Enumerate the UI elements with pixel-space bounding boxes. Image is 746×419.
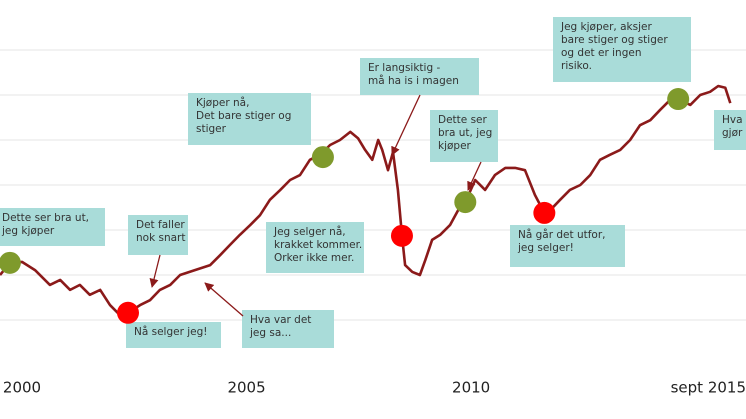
callout-box — [714, 110, 746, 150]
price-line — [0, 84, 732, 317]
callout-text: Hva — [722, 114, 743, 126]
arrows — [149, 94, 482, 317]
callout-text: bare stiger og stiger — [561, 34, 668, 46]
event-marker — [0, 251, 21, 274]
x-tick-label: 2000 — [3, 379, 41, 397]
callout-box — [242, 310, 334, 348]
callout-text: jeg kjøper — [1, 225, 55, 237]
arrow — [204, 282, 244, 317]
callout-text: Nå selger jeg! — [134, 325, 208, 338]
callout-box — [0, 208, 105, 246]
callout-text: Kjøper nå, — [196, 96, 249, 109]
event-marker — [533, 201, 556, 224]
callout-box — [266, 222, 364, 273]
callout-text: Jeg selger nå, — [273, 225, 346, 238]
callout-text: Nå går det utfor, — [518, 228, 606, 241]
arrow — [467, 161, 482, 191]
arrow — [149, 254, 161, 288]
callout-text: Hva var det — [250, 314, 311, 326]
plot: 2000 2005 2010 sept 2015 — [0, 84, 746, 397]
event-marker — [117, 301, 140, 324]
callout-box — [126, 322, 221, 348]
x-tick-label: 2010 — [452, 379, 490, 397]
annotations: Dette ser bra ut,jeg kjøper Det fallernok… — [0, 17, 746, 348]
callout-text: jeg sa... — [249, 327, 291, 339]
callout-text: bra ut, jeg — [438, 127, 492, 139]
callout-text: må ha is i magen — [368, 74, 459, 87]
callout-text: Orker ikke mer. — [274, 252, 354, 264]
callout-text: krakket kommer. — [274, 239, 362, 251]
callout-box — [128, 215, 188, 255]
callout-text: Jeg kjøper, aksjer — [560, 21, 652, 33]
callout-text: nok snart — [136, 232, 186, 244]
callout-text: og det er ingen — [561, 47, 641, 59]
callout-text: Er langsiktig - — [368, 62, 440, 74]
event-marker — [454, 191, 477, 214]
callout-text: Det faller — [136, 219, 185, 231]
callout-box — [430, 110, 498, 162]
x-tick-label: 2005 — [227, 379, 265, 397]
event-marker — [311, 146, 334, 169]
arrow — [391, 94, 421, 156]
callout-text: Dette ser bra ut, — [2, 212, 89, 224]
callout-box — [360, 58, 479, 95]
event-marker — [667, 88, 690, 111]
callout-text: gjør — [722, 127, 743, 139]
callout-text: jeg selger! — [517, 242, 574, 254]
x-tick-label: sept 2015 — [671, 379, 746, 397]
callout-text: stiger — [196, 123, 227, 135]
callout-text: kjøper — [438, 140, 472, 152]
event-marker — [390, 224, 413, 247]
callout-text: risiko. — [561, 60, 592, 72]
callout-text: Det bare stiger og — [196, 110, 291, 122]
callout-box — [553, 17, 691, 82]
callout-box — [510, 225, 625, 267]
callout-text: Dette ser — [438, 114, 488, 126]
callout-box — [188, 93, 311, 145]
